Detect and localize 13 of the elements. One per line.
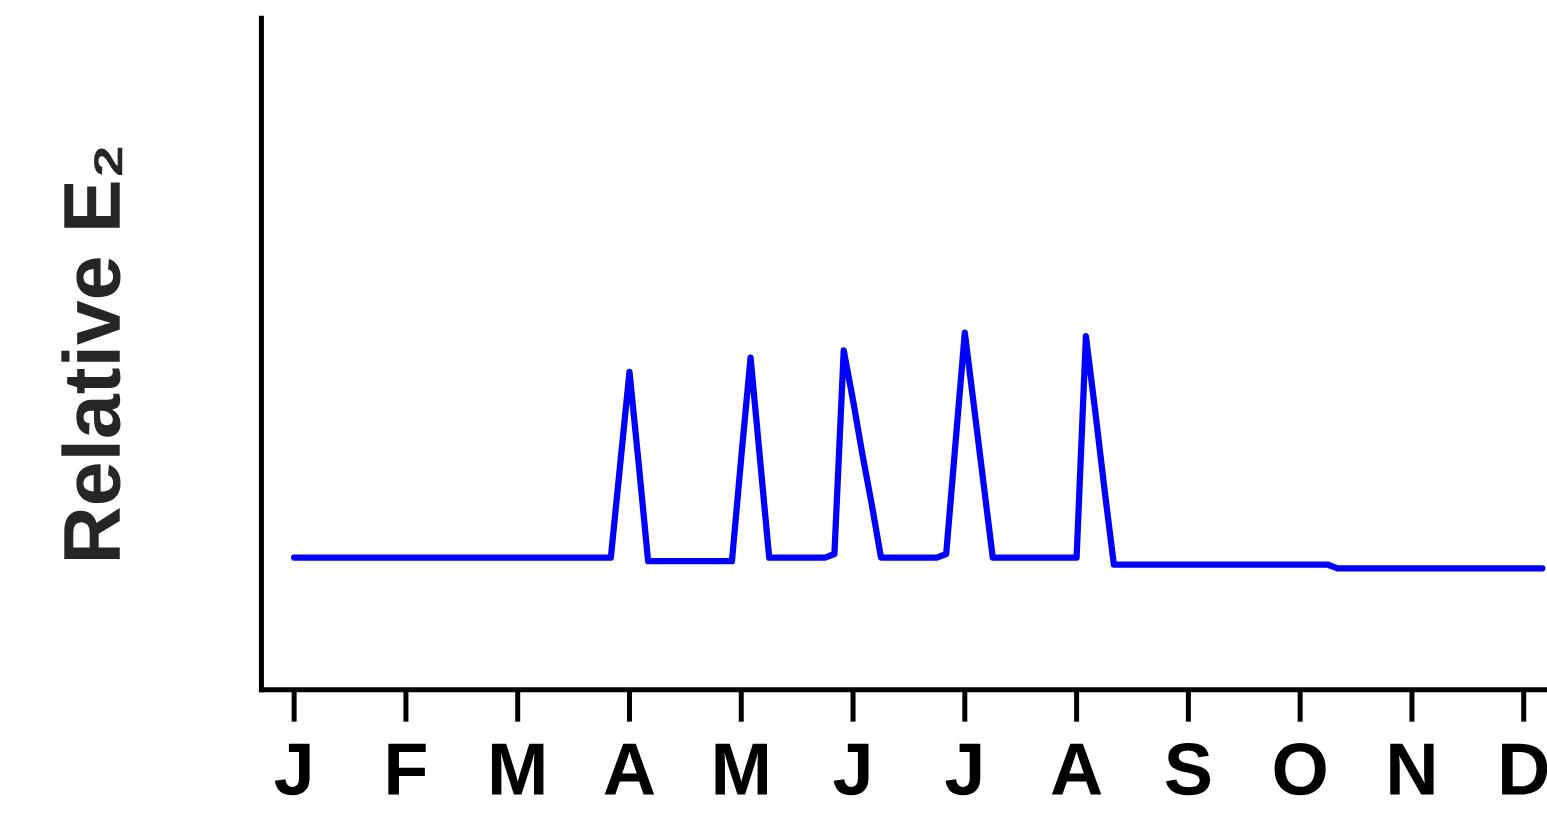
x-tick-label: D <box>1502 743 1547 795</box>
x-tick-label: J <box>945 743 981 796</box>
x-tick-label: J <box>833 743 869 796</box>
x-tick-label: O <box>1274 743 1326 796</box>
y-axis-title: Relative E₂ <box>61 147 123 560</box>
x-tick-label: J <box>274 743 310 796</box>
x-tick-label: N <box>1390 743 1434 795</box>
x-tick-label: M <box>491 743 544 795</box>
x-tick-label: M <box>715 743 767 795</box>
x-tick-label: S <box>1165 743 1211 796</box>
x-tick-label: A <box>604 743 655 795</box>
x-tick-label: F <box>388 743 426 795</box>
x-tick-label: A <box>1051 743 1102 795</box>
